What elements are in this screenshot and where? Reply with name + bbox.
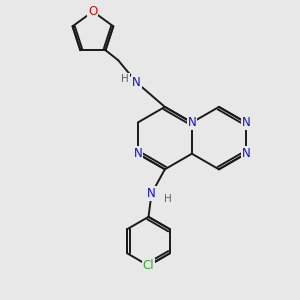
Text: H: H [122, 74, 129, 84]
Text: N: N [132, 76, 141, 89]
Text: N: N [242, 147, 250, 160]
Text: N: N [242, 116, 250, 129]
Text: O: O [88, 5, 98, 18]
Text: N: N [188, 116, 196, 129]
Text: H: H [164, 194, 172, 204]
Text: N: N [134, 147, 142, 160]
Text: N: N [147, 187, 156, 200]
Text: Cl: Cl [143, 259, 154, 272]
